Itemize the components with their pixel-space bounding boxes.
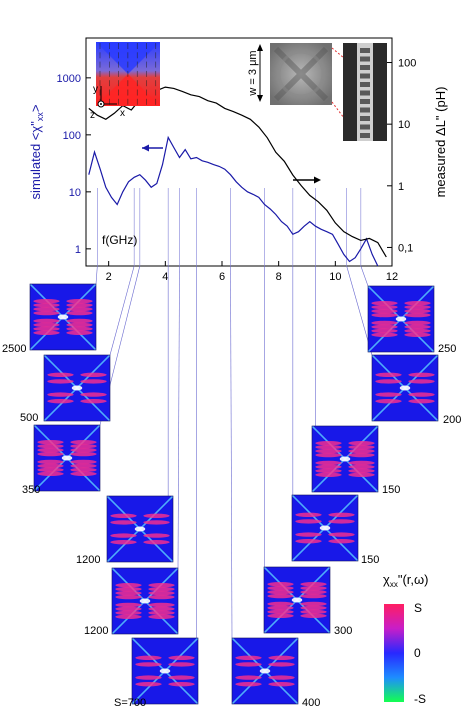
- left-tick-label: 100: [63, 130, 81, 142]
- colorbar: χxx"(r,ω) S 0 -S: [383, 572, 428, 706]
- mode-map-left-5: 1200: [84, 567, 179, 637]
- mode-map-label: 1200: [76, 554, 100, 566]
- x-axis-label: f(GHz): [102, 233, 137, 247]
- x-tick-label: 6: [219, 271, 225, 283]
- mode-map-right-6: 400: [231, 637, 320, 709]
- mode-map-image: [368, 286, 434, 352]
- mode-map-image: [132, 638, 198, 704]
- right-axis-label: measured ΔL" (pH): [433, 87, 448, 198]
- series-measured-line: [88, 86, 387, 258]
- svg-text:x: x: [120, 108, 125, 119]
- mode-map-label: 200: [443, 414, 461, 426]
- mode-map-label: 350: [22, 484, 40, 496]
- map-connector-line: [109, 265, 135, 356]
- mode-map-image: [312, 426, 378, 492]
- mode-map-image: [112, 568, 178, 634]
- map-connector-line: [230, 265, 233, 639]
- mode-map-left-4: 1200: [76, 495, 174, 566]
- left-axis-ticks: 1 10 100 1000: [57, 73, 91, 256]
- spectrum-chart: 2 4 6 8 10 12 1 10 100 1000 0,1 1 10 100 f(GHz) sim…: [28, 37, 448, 283]
- sample-micrographs: w = 3 μm: [247, 43, 387, 141]
- mode-map-label: 150: [361, 554, 379, 566]
- map-connector-line: [177, 265, 180, 569]
- x-tick-label: 10: [329, 271, 341, 283]
- left-tick-label: 10: [69, 187, 81, 199]
- mode-map-label: 2500: [2, 343, 26, 355]
- x-tick-label: 12: [386, 271, 398, 283]
- mode-map-label: S=700: [114, 697, 146, 709]
- colorbar-top-label: S: [414, 601, 422, 615]
- left-axis-label: simulated <χ"xx>: [28, 105, 45, 200]
- right-axis-ticks: 0,1 1 10 100: [387, 58, 416, 254]
- mode-map-label: 1200: [84, 625, 108, 637]
- x-tick-label: 8: [276, 271, 282, 283]
- right-axis-arrow: [293, 176, 321, 184]
- mode-map-left-2: 500: [20, 354, 111, 424]
- mode-map-image: [372, 355, 438, 421]
- mode-map-image: [232, 638, 298, 704]
- colorbar-gradient: [384, 604, 404, 702]
- x-axis-ticks: 2 4 6 8 10 12: [106, 261, 398, 283]
- mode-map-image: [264, 567, 330, 633]
- mode-map-left-3: 350: [22, 424, 101, 496]
- mode-map-right-1: 250: [367, 285, 456, 355]
- mode-map-right-2: 200: [371, 354, 461, 426]
- colorbar-title: χxx"(r,ω): [383, 572, 428, 589]
- right-tick-label: 100: [398, 58, 416, 70]
- mode-map-image: [292, 495, 358, 561]
- plot-frame: [85, 37, 393, 267]
- mode-map-label: 500: [20, 412, 38, 424]
- mode-map-label: 250: [438, 343, 456, 355]
- svg-text:y: y: [93, 84, 98, 95]
- mode-map-image: [34, 425, 100, 491]
- mode-map-right-4: 150: [291, 494, 379, 566]
- mode-map-image: [107, 496, 173, 562]
- mode-map-label: 400: [302, 697, 320, 709]
- right-tick-label: 10: [398, 119, 410, 131]
- x-tick-label: 2: [106, 271, 112, 283]
- colorbar-bottom-label: -S: [414, 692, 426, 706]
- mode-map-right-3: 150: [311, 425, 400, 496]
- left-axis-arrow: [142, 144, 163, 152]
- left-tick-label: 1: [75, 244, 81, 256]
- right-tick-label: 1: [398, 181, 404, 193]
- right-mode-maps: 250 200 150 150 300 400: [231, 285, 461, 709]
- left-mode-maps: 2500 500 350 1200 1200 S=700: [2, 283, 199, 709]
- left-tick-label: 1000: [57, 73, 81, 85]
- right-tick-label: 0,1: [398, 242, 413, 254]
- mode-map-left-6: S=700: [114, 637, 199, 709]
- svg-text:z: z: [90, 110, 95, 121]
- frequency-drop-lines: [97, 188, 362, 266]
- series-simulated-line: [88, 135, 379, 267]
- mode-map-image: [30, 284, 96, 350]
- mode-map-right-5: 300: [263, 566, 352, 637]
- mode-map-label: 300: [334, 625, 352, 637]
- mode-map-label: 150: [382, 484, 400, 496]
- colorbar-mid-label: 0: [414, 646, 421, 660]
- mode-map-image: [44, 355, 110, 421]
- map-connector-line: [95, 265, 98, 285]
- map-connector-line: [360, 265, 369, 287]
- magnetization-inset: y x z: [90, 42, 160, 121]
- x-tick-label: 4: [162, 271, 168, 283]
- mode-map-left-1: 2500: [2, 283, 97, 355]
- sample-width-label: w = 3 μm: [247, 50, 259, 96]
